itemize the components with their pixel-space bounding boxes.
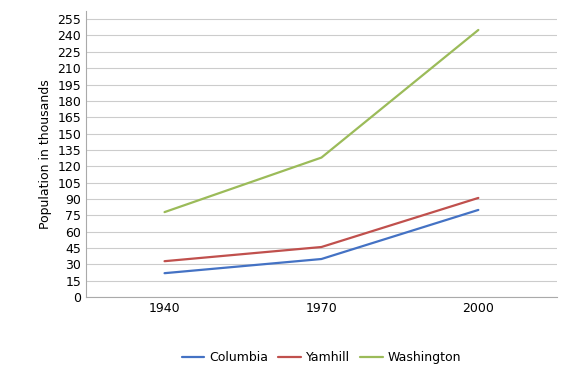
Washington xyxy=(318,155,325,160)
Yamhill xyxy=(318,245,325,249)
Legend: Columbia, Yamhill, Washington: Columbia, Yamhill, Washington xyxy=(177,346,466,369)
Columbia xyxy=(161,271,168,275)
Washington xyxy=(161,210,168,215)
Line: Washington: Washington xyxy=(165,30,478,212)
Columbia xyxy=(318,257,325,261)
Yamhill xyxy=(475,196,482,200)
Columbia xyxy=(475,208,482,212)
Line: Columbia: Columbia xyxy=(165,210,478,273)
Y-axis label: Population in thousands: Population in thousands xyxy=(39,79,52,229)
Line: Yamhill: Yamhill xyxy=(165,198,478,261)
Washington xyxy=(475,28,482,32)
Yamhill xyxy=(161,259,168,264)
